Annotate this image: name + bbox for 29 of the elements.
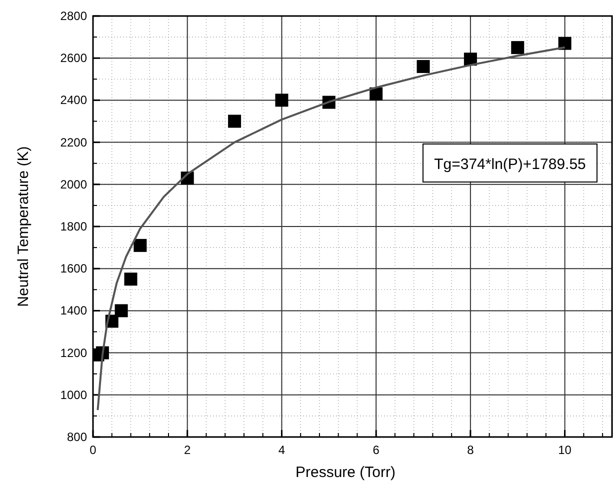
x-tick-label: 0 <box>90 443 97 457</box>
point <box>228 114 242 128</box>
point <box>370 87 383 100</box>
x-tick-label: 8 <box>467 443 474 457</box>
point <box>124 272 138 286</box>
point <box>416 60 430 74</box>
point <box>114 304 128 318</box>
point <box>558 36 572 50</box>
y-tick-label: 1800 <box>60 220 88 234</box>
y-tick-label: 2200 <box>60 135 88 150</box>
x-tick-label: 4 <box>278 443 286 457</box>
y-tick-label: 800 <box>66 430 88 444</box>
x-tick-label: 2 <box>184 443 192 457</box>
y-tick-label: 1600 <box>60 262 88 276</box>
y-axis-title: Neutral Temperature (K) <box>15 146 32 307</box>
annotation: Tg=374*ln(P)+1789.55 <box>434 156 586 173</box>
point <box>511 41 524 54</box>
y-tick-label: 2000 <box>60 177 88 192</box>
x-axis-title: Pressure (Torr) <box>295 464 396 481</box>
point <box>134 238 147 252</box>
x-tick-label: 10 <box>558 443 572 457</box>
y-tick-label: 1400 <box>60 304 88 318</box>
y-tick-label: 2400 <box>60 93 88 108</box>
x-tick-label: 6 <box>372 443 380 457</box>
y-tick-label: 2800 <box>60 9 88 23</box>
y-tick-label: 2600 <box>60 51 88 66</box>
y-tick-label: 1200 <box>60 346 88 360</box>
point <box>275 94 288 107</box>
y-tick-label: 1000 <box>60 388 88 402</box>
